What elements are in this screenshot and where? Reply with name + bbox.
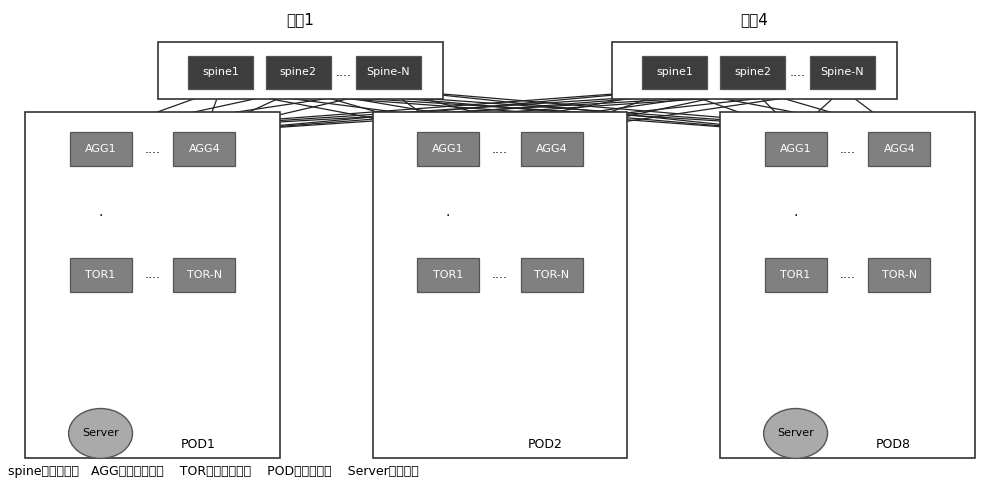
Bar	[521, 132, 583, 166]
Bar	[720, 56, 785, 90]
Text: POD8: POD8	[875, 438, 910, 451]
Text: POD1: POD1	[180, 438, 215, 451]
Bar	[173, 132, 235, 166]
Text: ....: ....	[144, 268, 160, 281]
Text: AGG4: AGG4	[536, 144, 568, 154]
Bar	[521, 258, 583, 292]
Bar	[188, 56, 253, 90]
Bar	[642, 56, 707, 90]
Bar	[70, 132, 132, 166]
Bar	[612, 41, 897, 99]
Text: 平面1: 平面1	[286, 12, 314, 27]
Text: Server: Server	[777, 429, 814, 438]
Text: ....: ....	[790, 66, 806, 79]
Text: AGG1: AGG1	[432, 144, 464, 154]
Bar	[868, 132, 930, 166]
Bar	[25, 112, 280, 458]
Bar	[810, 56, 875, 90]
Ellipse shape	[69, 409, 133, 458]
Text: spine2: spine2	[280, 68, 317, 77]
Bar	[765, 132, 827, 166]
Text: ....: ....	[840, 268, 856, 281]
Bar	[720, 112, 975, 458]
Text: AGG1: AGG1	[780, 144, 811, 154]
Bar	[158, 41, 443, 99]
Text: TOR-N: TOR-N	[534, 270, 569, 280]
Text: AGG4: AGG4	[189, 144, 220, 154]
Text: spine2: spine2	[734, 68, 771, 77]
Bar	[70, 258, 132, 292]
Bar	[417, 132, 479, 166]
Text: TOR1: TOR1	[85, 270, 116, 280]
Text: spine1: spine1	[656, 68, 693, 77]
Text: TOR1: TOR1	[433, 270, 463, 280]
Text: .: .	[793, 205, 798, 219]
Text: Spine-N: Spine-N	[366, 68, 410, 77]
Text: TOR-N: TOR-N	[187, 270, 222, 280]
Text: ....: ....	[144, 143, 160, 156]
Bar	[868, 258, 930, 292]
Text: ....: ....	[335, 66, 351, 79]
Text: AGG4: AGG4	[884, 144, 915, 154]
Bar	[765, 258, 827, 292]
Text: TOR-N: TOR-N	[882, 270, 917, 280]
Text: spine：脊交换机   AGG：汇聚交换机    TOR：柜顶交换机    POD：交付单元    Server：服务器: spine：脊交换机 AGG：汇聚交换机 TOR：柜顶交换机 POD：交付单元 …	[8, 465, 418, 478]
Text: 平面4: 平面4	[741, 12, 769, 27]
Text: spine1: spine1	[202, 68, 239, 77]
Text: .: .	[446, 205, 450, 219]
Text: TOR1: TOR1	[780, 270, 811, 280]
Bar	[373, 112, 627, 458]
Bar	[173, 258, 235, 292]
Text: ....: ....	[492, 143, 508, 156]
Bar	[417, 258, 479, 292]
Ellipse shape	[764, 409, 828, 458]
Bar	[356, 56, 421, 90]
Text: Spine-N: Spine-N	[821, 68, 864, 77]
Text: Server: Server	[82, 429, 119, 438]
Text: ....: ....	[840, 143, 856, 156]
Bar	[266, 56, 331, 90]
Text: POD2: POD2	[528, 438, 563, 451]
Text: AGG1: AGG1	[85, 144, 116, 154]
Text: .: .	[98, 205, 103, 219]
Text: ....: ....	[492, 268, 508, 281]
